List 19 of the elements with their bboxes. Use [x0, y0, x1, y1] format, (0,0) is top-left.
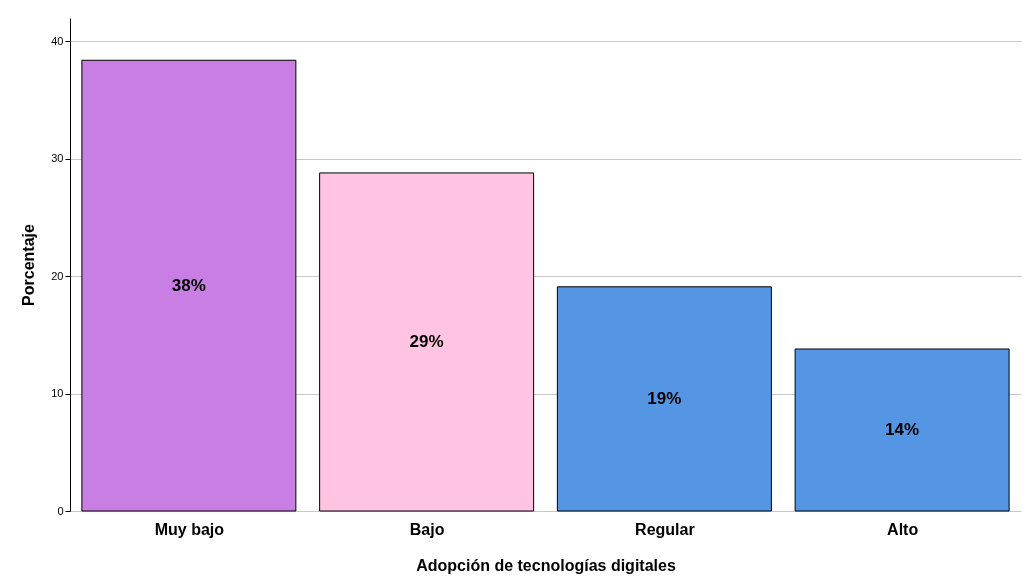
data-label: 38% [171, 275, 206, 295]
y-tick-label: 10 [51, 387, 64, 400]
x-tick-label: Bajo [409, 520, 445, 538]
bar [319, 172, 535, 512]
bar [81, 59, 297, 512]
y-axis-title: Porcentaje [20, 223, 38, 306]
bar [794, 348, 1010, 512]
bar [556, 286, 772, 512]
y-tick-label: 30 [51, 152, 64, 165]
x-tick-label: Regular [635, 520, 695, 538]
y-tick-label: 40 [51, 34, 64, 47]
x-tick-label: Muy bajo [154, 520, 225, 538]
y-tick-label: 20 [51, 269, 64, 282]
data-label: 29% [409, 331, 444, 351]
y-tick-label: 0 [57, 504, 64, 517]
data-label: 19% [647, 388, 682, 408]
x-axis-title: Adopción de tecnologías digitales [416, 556, 676, 574]
data-label: 14% [885, 420, 920, 440]
x-tick-label: Alto [887, 520, 919, 538]
